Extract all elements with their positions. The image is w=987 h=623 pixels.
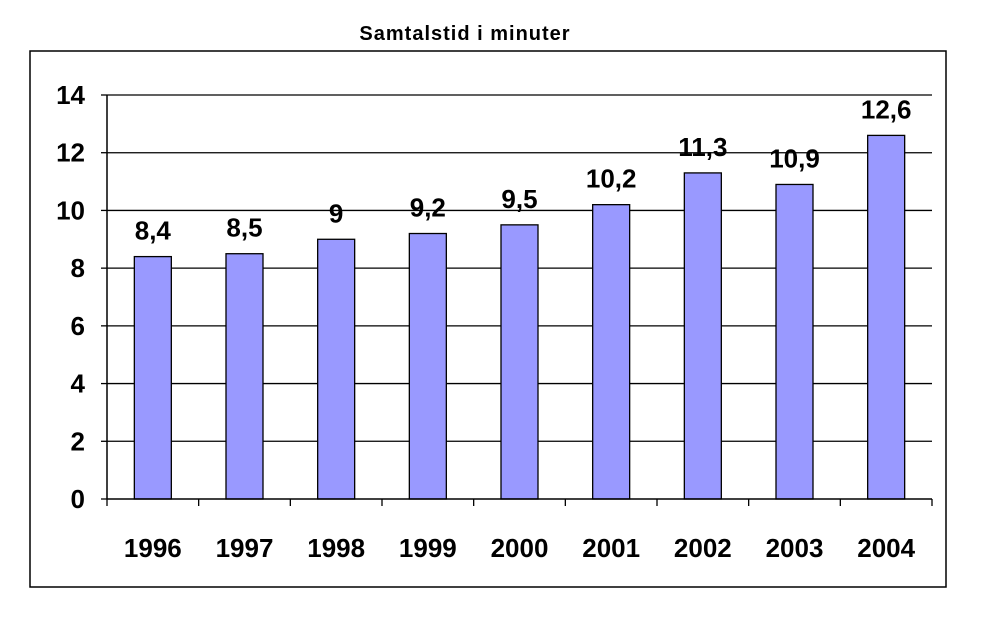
x-tick-label: 2000 [491, 533, 549, 563]
data-label: 10,2 [586, 164, 637, 194]
x-tick-label: 2001 [582, 533, 640, 563]
bar-2001 [592, 204, 631, 500]
x-tick-label: 1999 [399, 533, 457, 563]
x-tick-label: 2003 [766, 533, 824, 563]
y-tick-label: 6 [71, 311, 85, 341]
x-tick-label: 1998 [307, 533, 365, 563]
x-tick-label: 1996 [124, 533, 182, 563]
data-label: 11,3 [678, 132, 727, 162]
x-tick-label: 2004 [857, 533, 915, 563]
y-tick-label: 12 [56, 138, 85, 168]
data-label: 8,5 [226, 213, 262, 243]
bar-2003 [775, 183, 814, 500]
x-tick-label: 2002 [674, 533, 732, 563]
data-labels: 8,4 8,5 9 9,2 9,5 10,2 11,3 10,9 12,6 [135, 94, 912, 245]
data-label: 10,9 [769, 143, 820, 173]
x-tick-label: 1997 [216, 533, 274, 563]
y-tick-label: 4 [71, 369, 86, 399]
data-label: 9,2 [410, 193, 446, 223]
x-tick-labels: 1996 1997 1998 1999 2000 2001 2002 2003 2004 [124, 533, 916, 563]
bar-2002 [683, 172, 722, 500]
y-tick-label: 14 [56, 80, 85, 110]
y-tick-labels: 0 2 4 6 8 10 12 14 [56, 80, 85, 514]
data-label: 9,5 [501, 184, 537, 214]
bar-2004 [867, 134, 906, 500]
y-tick-label: 8 [71, 253, 85, 283]
axes [101, 94, 933, 506]
bar-1997 [225, 253, 264, 500]
bar-1999 [408, 232, 447, 500]
bar-1998 [317, 238, 356, 500]
y-tick-label: 10 [56, 195, 85, 225]
data-label: 12,6 [861, 94, 912, 124]
y-tick-label: 2 [71, 426, 85, 456]
y-tick-label: 0 [71, 484, 85, 514]
data-label: 8,4 [135, 216, 172, 246]
bars [133, 134, 906, 500]
chart-title: Samtalstid i minuter [359, 23, 570, 45]
data-label: 9 [329, 198, 343, 228]
bar-1996 [133, 255, 172, 500]
bar-2000 [500, 224, 539, 500]
